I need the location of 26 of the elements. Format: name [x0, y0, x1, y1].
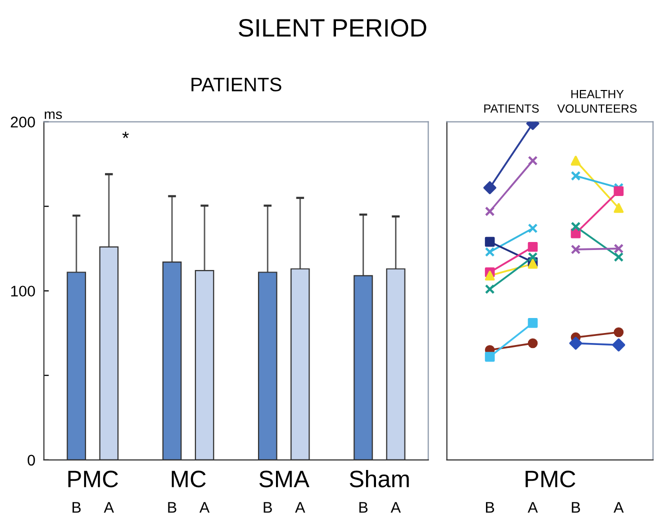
text: PATIENTS — [484, 104, 539, 113]
x-tick-label: B — [168, 502, 176, 513]
text: PMC — [68, 470, 118, 488]
chart-subtitle: PATIENTS — [192, 78, 282, 92]
x-tick-label: A — [390, 502, 401, 513]
x-tick-label: B — [264, 502, 272, 513]
x-tick-label: B — [359, 502, 368, 513]
text: SMA — [259, 470, 310, 488]
annotation: * — [122, 132, 129, 138]
x-tick-label: B — [486, 502, 494, 513]
x-tick-label: A — [614, 502, 624, 513]
y-tick-label: 0 — [28, 454, 35, 466]
y-axis-title: ms — [44, 111, 62, 120]
x-tick-label: A — [199, 502, 210, 513]
x-tick-label: A — [104, 502, 114, 513]
chart-title: SILENT PERIOD — [238, 19, 426, 37]
text: HEALTHY VOLUNTEERS — [557, 90, 637, 113]
y-tick-label: 100 — [11, 286, 35, 297]
x-tick-label: B — [572, 502, 580, 513]
x-axis-title: PMC — [526, 470, 576, 488]
x-tick-label: A — [295, 502, 306, 513]
text: Sham — [350, 470, 409, 488]
y-tick-label: 200 — [10, 116, 35, 128]
text: MC — [172, 470, 206, 488]
x-tick-label: A — [528, 502, 538, 513]
x-tick-label: B — [72, 502, 81, 513]
